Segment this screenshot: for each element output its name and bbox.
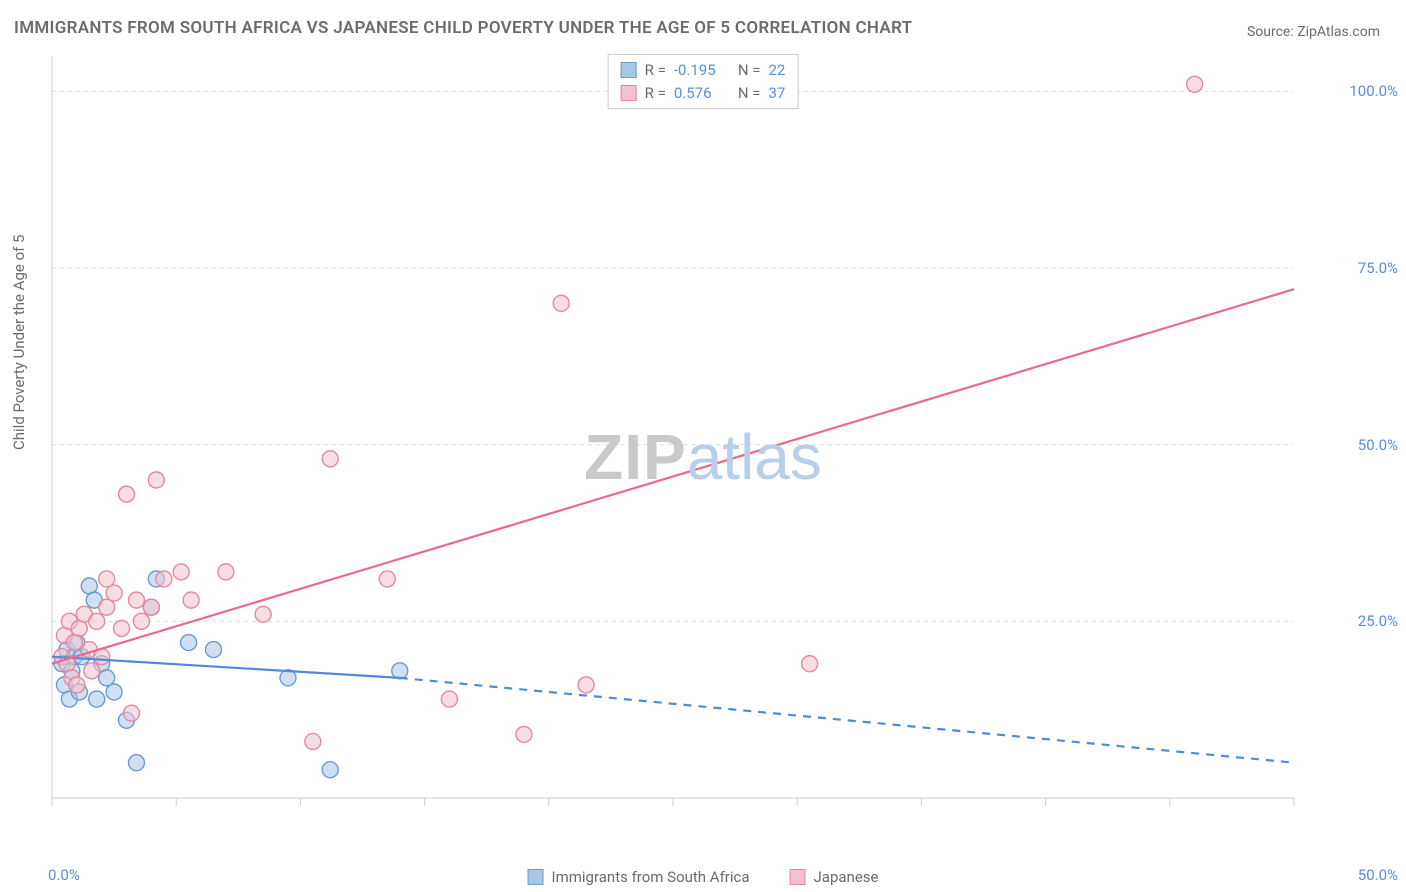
legend-r-value: 0.576 [674,82,730,105]
legend-series-label: Immigrants from South Africa [552,868,750,886]
legend-n-value: 37 [768,82,785,105]
y-tick-label: 25.0% [1358,612,1398,630]
legend-series-item: Immigrants from South Africa [528,868,750,886]
x-tick-max: 50.0% [1358,866,1398,884]
legend-swatch [528,869,544,885]
x-tick-min: 0.0% [48,866,80,884]
y-tick-label: 75.0% [1358,259,1398,277]
legend-n-label: N = [738,59,761,82]
y-tick-label: 100.0% [1349,82,1398,100]
scatter-plot [44,50,1374,840]
legend-r-value: -0.195 [674,59,730,82]
legend-series-label: Japanese [814,868,879,886]
legend-n-label: N = [738,82,761,105]
legend-stats-row: R = 0.576 N = 37 [621,82,786,105]
legend-stats: R = -0.195 N = 22 R = 0.576 N = 37 [608,54,799,109]
legend-r-label: R = [645,82,666,105]
legend-swatch [621,62,637,78]
y-axis-label: Child Poverty Under the Age of 5 [10,235,28,451]
legend-swatch [621,85,637,101]
y-tick-label: 50.0% [1358,436,1398,454]
legend-n-value: 22 [768,59,785,82]
legend-r-label: R = [645,59,666,82]
chart-title: IMMIGRANTS FROM SOUTH AFRICA VS JAPANESE… [14,18,912,38]
legend-stats-row: R = -0.195 N = 22 [621,59,786,82]
source-label: Source: ZipAtlas.com [1247,24,1380,40]
legend-series-item: Japanese [790,868,879,886]
legend-series: Immigrants from South Africa Japanese [528,868,879,886]
legend-swatch [790,869,806,885]
